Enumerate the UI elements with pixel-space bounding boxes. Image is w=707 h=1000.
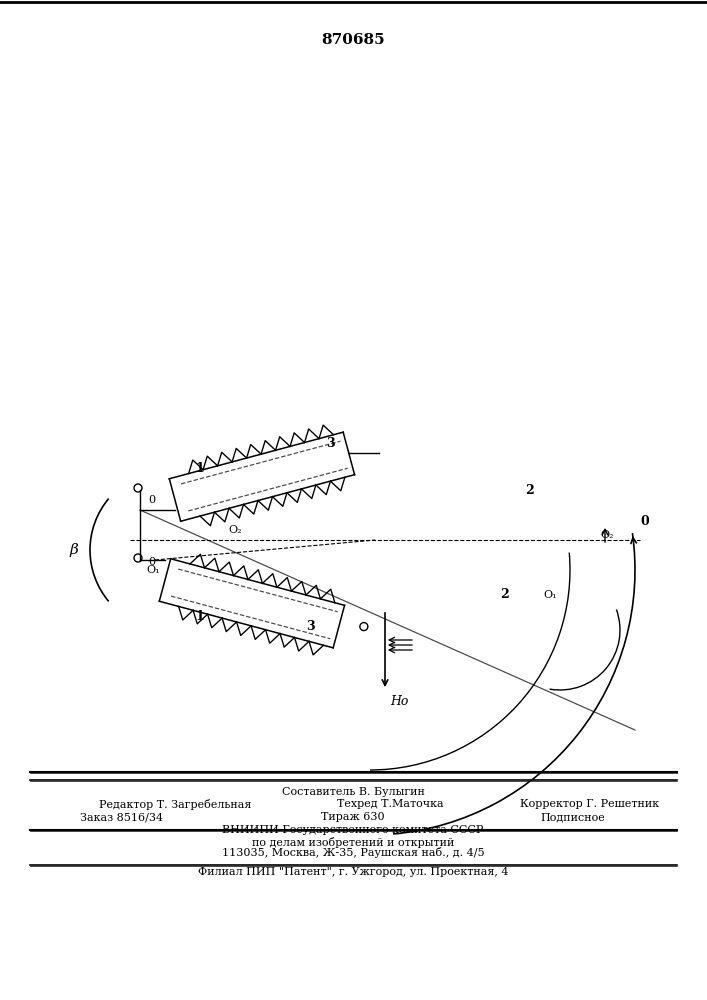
Text: 0: 0 [148, 495, 155, 505]
Text: O₂: O₂ [228, 525, 242, 535]
Text: 870685: 870685 [321, 33, 385, 47]
Text: Тираж 630: Тираж 630 [321, 812, 385, 822]
Text: Филиал ПИП "Патент", г. Ужгород, ул. Проектная, 4: Филиал ПИП "Патент", г. Ужгород, ул. Про… [198, 867, 508, 877]
Text: Редактор Т. Загребельная: Редактор Т. Загребельная [99, 798, 251, 810]
Text: 0: 0 [148, 557, 155, 567]
Circle shape [134, 554, 142, 562]
Text: 3: 3 [326, 437, 334, 450]
Text: O₁: O₁ [146, 565, 160, 575]
Text: Ho: Ho [390, 695, 409, 708]
Text: Подписное: Подписное [540, 812, 604, 822]
Text: по делам изобретений и открытий: по делам изобретений и открытий [252, 836, 454, 848]
Text: 2: 2 [525, 484, 534, 496]
Text: Составитель В. Булыгин: Составитель В. Булыгин [281, 787, 424, 797]
Text: 3: 3 [305, 620, 315, 633]
Text: 1: 1 [196, 462, 204, 475]
Text: Заказ 8516/34: Заказ 8516/34 [80, 812, 163, 822]
Text: O₂: O₂ [600, 530, 614, 540]
Text: Техред Т.Маточка: Техред Т.Маточка [337, 799, 443, 809]
Circle shape [134, 484, 142, 492]
Text: 113035, Москва, Ж-35, Раушская наб., д. 4/5: 113035, Москва, Ж-35, Раушская наб., д. … [222, 848, 484, 858]
Text: 0: 0 [641, 515, 649, 528]
Text: 1: 1 [196, 610, 204, 623]
Text: 2: 2 [500, 588, 509, 601]
Text: β: β [69, 543, 78, 557]
Text: ВНИИПИ Государственного комитета СССР: ВНИИПИ Государственного комитета СССР [222, 825, 484, 835]
Circle shape [360, 623, 368, 631]
Text: O₁: O₁ [543, 590, 556, 600]
Text: Корректор Г. Решетник: Корректор Г. Решетник [520, 799, 660, 809]
